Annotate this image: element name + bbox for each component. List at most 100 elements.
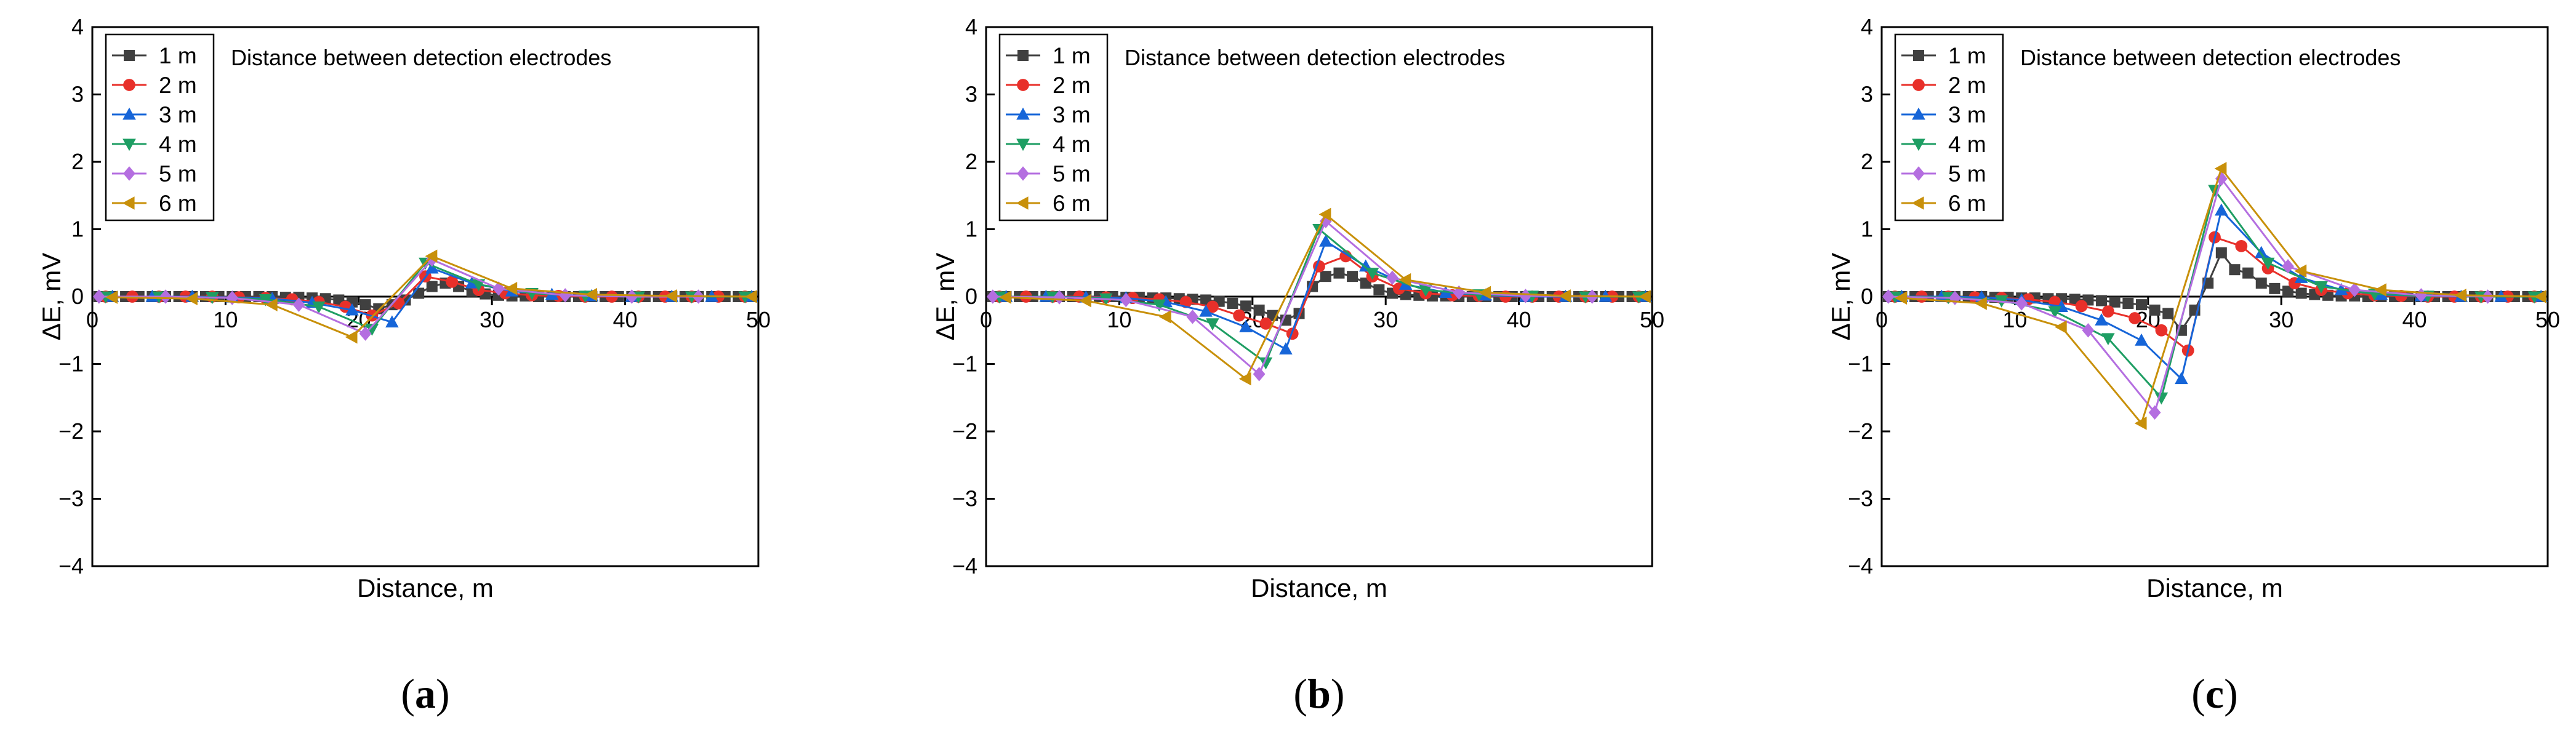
- series-line: [1888, 177, 2488, 415]
- data-point: [1975, 297, 1987, 310]
- series-6m: [999, 207, 1651, 386]
- y-tick-label: 4: [71, 14, 84, 39]
- data-point: [185, 292, 198, 306]
- y-axis-title: ΔE, mV: [37, 253, 66, 340]
- x-tick-label: 30: [2269, 307, 2293, 332]
- panel-label: (c): [2191, 670, 2238, 717]
- data-point: [2154, 392, 2169, 405]
- series-5m: [1882, 171, 2494, 420]
- data-point: [1233, 309, 1246, 322]
- x-axis-title: Distance, m: [357, 574, 494, 602]
- data-point: [2155, 324, 2168, 337]
- data-point: [1479, 286, 1491, 300]
- data-point: [2374, 283, 2387, 297]
- data-point: [2101, 333, 2115, 346]
- x-tick-label: 0: [86, 307, 98, 332]
- x-axis-title: Distance, m: [2146, 574, 2283, 602]
- series-line: [992, 219, 1592, 376]
- legend-label: 1 m: [1948, 43, 1986, 68]
- data-point: [2135, 299, 2147, 311]
- y-axis-title: ΔE, mV: [931, 253, 960, 340]
- panel-label: (a): [401, 670, 449, 717]
- data-point: [1419, 284, 1432, 297]
- x-tick-label: 10: [213, 307, 238, 332]
- data-point: [2269, 282, 2281, 294]
- data-point: [1318, 207, 1331, 222]
- x-tick-label: 30: [1373, 307, 1398, 332]
- x-tick-label: 50: [746, 307, 771, 332]
- y-tick-label: 3: [1861, 82, 1873, 107]
- data-point: [2348, 282, 2361, 297]
- legend-marker: [1912, 166, 1925, 181]
- data-point: [413, 287, 425, 299]
- y-tick-label: −1: [58, 351, 84, 377]
- data-point: [2454, 289, 2466, 302]
- annotation-text: Distance between detection electrodes: [231, 45, 611, 70]
- legend: 1 m 2 m 3 m 4 m 5 m 6 m: [998, 33, 1109, 222]
- data-point: [2101, 305, 2114, 318]
- x-tick-label: 50: [1640, 307, 1664, 332]
- data-point: [986, 289, 999, 304]
- plot-frame: [985, 26, 1653, 567]
- legend-label: 2 m: [159, 73, 197, 98]
- legend: 1 m 2 m 3 m 4 m 5 m 6 m: [1894, 33, 2004, 222]
- legend-label: 4 m: [1053, 132, 1091, 157]
- legend-label: 1 m: [159, 43, 197, 68]
- legend-marker: [122, 196, 135, 210]
- data-point: [1186, 310, 1199, 324]
- data-point: [2134, 417, 2147, 430]
- data-point: [359, 326, 372, 341]
- legend-marker: [1016, 138, 1030, 151]
- legend-label: 6 m: [1948, 191, 1986, 216]
- data-point: [1120, 292, 1133, 308]
- data-point: [999, 290, 1012, 304]
- legend-marker: [124, 50, 135, 61]
- legend-marker: [1912, 138, 1925, 151]
- data-point: [1638, 290, 1651, 303]
- legend-label: 3 m: [159, 102, 197, 127]
- data-point: [312, 301, 326, 314]
- data-point: [1152, 299, 1166, 312]
- x-axis-title: Distance, m: [1251, 574, 1387, 602]
- data-point: [2048, 306, 2062, 319]
- x-tick-label: 30: [479, 307, 504, 332]
- data-point: [1239, 320, 1253, 332]
- data-point: [1199, 304, 1213, 317]
- data-point: [505, 282, 518, 295]
- legend-box: [998, 33, 1109, 222]
- data-point: [1882, 289, 1895, 304]
- data-point: [365, 324, 379, 336]
- legend-marker: [123, 166, 135, 181]
- y-tick-label: −3: [952, 486, 977, 511]
- data-point: [2261, 257, 2275, 270]
- x-tick-label: 0: [980, 307, 992, 332]
- data-point: [1559, 289, 1571, 303]
- data-point: [2162, 308, 2174, 319]
- data-point: [1259, 317, 1272, 330]
- y-tick-label: 0: [1861, 284, 1873, 309]
- legend-box: [1894, 33, 2004, 222]
- data-point: [1253, 367, 1266, 382]
- data-point: [2215, 171, 2228, 186]
- data-point: [2282, 286, 2294, 297]
- data-point: [2096, 295, 2108, 306]
- y-tick-label: 2: [71, 149, 84, 174]
- data-point: [1386, 270, 1398, 286]
- data-point: [1453, 285, 1466, 300]
- data-point: [1240, 300, 1251, 312]
- x-tick-label: 40: [1507, 307, 1531, 332]
- data-point: [2054, 320, 2067, 334]
- legend-marker: [122, 138, 136, 151]
- y-axis-title: ΔE, mV: [1826, 253, 1855, 340]
- data-point: [1333, 267, 1345, 279]
- data-point: [1398, 273, 1411, 287]
- y-tick-label: −2: [58, 418, 84, 444]
- data-point: [2175, 372, 2188, 385]
- data-point: [359, 299, 371, 311]
- data-point: [2015, 296, 2028, 311]
- legend-label: 5 m: [1053, 161, 1091, 186]
- data-point: [585, 287, 598, 302]
